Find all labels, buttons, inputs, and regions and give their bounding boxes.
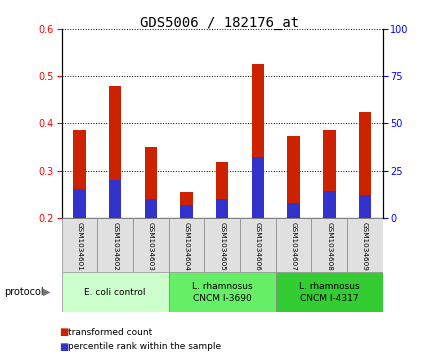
Text: L. rhamnosus
CNCM I-3690: L. rhamnosus CNCM I-3690 — [192, 282, 253, 303]
Bar — [97, 218, 133, 272]
Bar — [276, 272, 383, 312]
Bar — [109, 180, 121, 218]
Text: GSM1034606: GSM1034606 — [255, 222, 261, 271]
Text: GSM1034601: GSM1034601 — [77, 222, 82, 271]
Bar — [287, 203, 300, 218]
Bar — [180, 205, 193, 218]
Bar — [169, 218, 204, 272]
Bar — [73, 130, 86, 218]
Text: GSM1034603: GSM1034603 — [148, 222, 154, 271]
Bar — [145, 147, 157, 218]
Bar — [180, 192, 193, 218]
Text: transformed count: transformed count — [68, 328, 152, 337]
Bar — [359, 112, 371, 218]
Text: ▶: ▶ — [43, 287, 51, 297]
Text: GSM1034604: GSM1034604 — [183, 222, 190, 271]
Text: GDS5006 / 182176_at: GDS5006 / 182176_at — [140, 16, 300, 30]
Bar — [287, 136, 300, 218]
Text: GSM1034602: GSM1034602 — [112, 222, 118, 271]
Text: protocol: protocol — [4, 287, 44, 297]
Bar — [276, 218, 312, 272]
Bar — [73, 189, 86, 218]
Bar — [312, 218, 347, 272]
Text: L. rhamnosus
CNCM I-4317: L. rhamnosus CNCM I-4317 — [299, 282, 359, 303]
Text: GSM1034607: GSM1034607 — [290, 222, 297, 271]
Text: percentile rank within the sample: percentile rank within the sample — [68, 342, 221, 351]
Bar — [323, 191, 336, 218]
Text: GSM1034605: GSM1034605 — [219, 222, 225, 271]
Bar — [109, 86, 121, 218]
Bar — [216, 199, 228, 218]
Bar — [323, 130, 336, 218]
Bar — [240, 218, 276, 272]
Bar — [359, 195, 371, 218]
Text: GSM1034608: GSM1034608 — [326, 222, 332, 271]
Bar — [216, 162, 228, 218]
Bar — [62, 272, 169, 312]
Bar — [133, 218, 169, 272]
Bar — [347, 218, 383, 272]
Bar — [169, 272, 276, 312]
Bar — [252, 158, 264, 218]
Bar — [145, 199, 157, 218]
Text: ■: ■ — [59, 327, 69, 337]
Text: E. coli control: E. coli control — [84, 288, 146, 297]
Text: ■: ■ — [59, 342, 69, 352]
Text: GSM1034609: GSM1034609 — [362, 222, 368, 271]
Bar — [62, 218, 97, 272]
Bar — [252, 65, 264, 218]
Bar — [204, 218, 240, 272]
